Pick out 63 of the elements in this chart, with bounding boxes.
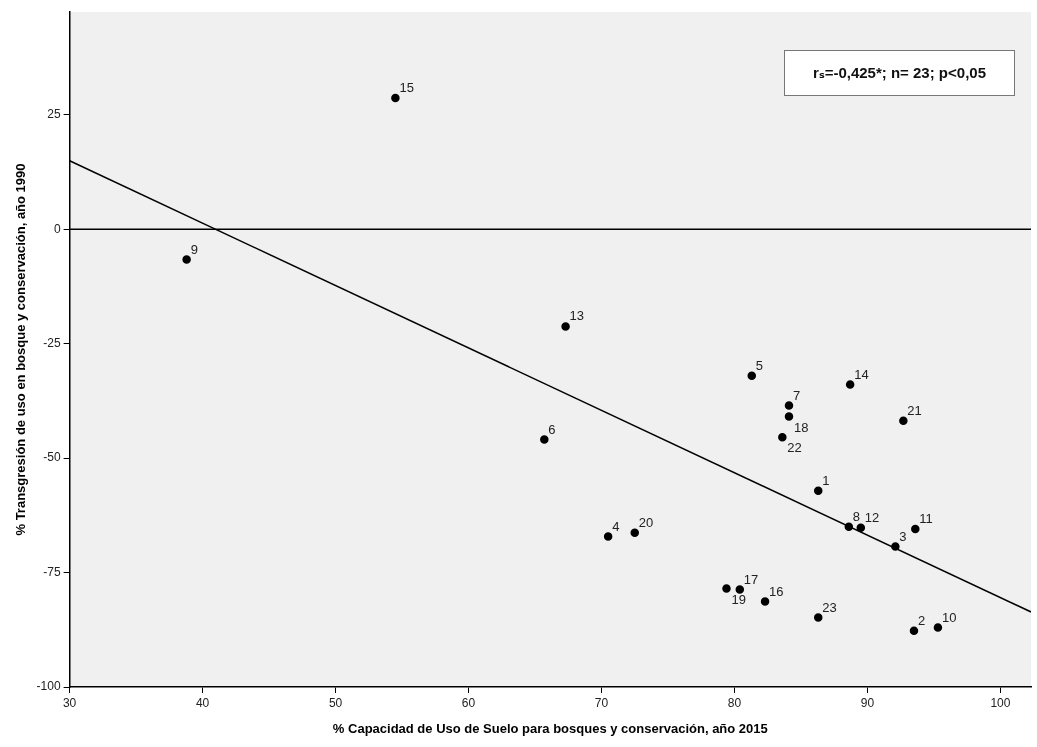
x-tick-label: 100: [990, 695, 1011, 710]
y-tick-label: -25: [43, 336, 61, 351]
point: [784, 412, 794, 421]
point: [933, 623, 943, 632]
point: [845, 380, 855, 389]
point: [735, 585, 745, 594]
annotation: 7: [792, 387, 801, 403]
point: [760, 597, 770, 606]
annotation: 2: [917, 612, 926, 628]
point: [856, 523, 866, 532]
x-tick-label: 60: [461, 695, 476, 710]
point: [630, 528, 639, 538]
annotation: 18: [793, 419, 809, 435]
annotation: 20: [638, 514, 654, 530]
annotation: 23: [822, 599, 837, 615]
annotation: 13: [569, 308, 585, 324]
annotation: 17: [743, 571, 759, 587]
point: [747, 371, 757, 381]
y-axis-title: % Transgresión de uso en bosque y conservación, año 1990: [13, 163, 29, 536]
point: [540, 435, 549, 444]
point: [391, 93, 400, 103]
annotation: 14: [854, 366, 869, 382]
y-tick-label: -50: [43, 450, 61, 465]
annotation: 6: [548, 421, 556, 437]
annotation: 3: [899, 528, 907, 544]
point: [814, 486, 823, 495]
point: [899, 416, 908, 425]
point: [891, 542, 900, 551]
x-tick-label: 50: [328, 695, 343, 710]
x-tick-label: 80: [727, 695, 742, 710]
annotation: 12: [864, 509, 880, 525]
annotation: 19: [731, 591, 746, 607]
y-tick-label: -100: [36, 679, 61, 694]
annotation: 10: [941, 609, 957, 625]
x-axis-title: % Capacidad de Uso de Suelo para bosques y conservación, año 2015: [332, 720, 768, 736]
point: [911, 524, 920, 534]
annotation: 9: [190, 241, 198, 257]
annotation: 16: [769, 583, 784, 599]
point: [603, 532, 613, 541]
annotation: 5: [755, 357, 763, 373]
x-tick-label: 70: [594, 695, 609, 710]
annotation: 11: [919, 511, 933, 527]
y-tick-label: 0: [53, 221, 61, 236]
point: [844, 522, 854, 532]
x-tick-label: 40: [195, 695, 210, 710]
point: [909, 626, 919, 635]
point: [561, 322, 570, 331]
point: [814, 613, 823, 622]
point: [778, 432, 787, 442]
point: [182, 255, 191, 264]
text-box: rₛ=-0,425*; n= 23; p<0,05: [784, 50, 1015, 96]
x-tick-label: 90: [860, 695, 875, 710]
annotation: 21: [907, 402, 922, 418]
x-tick-label: 30: [62, 695, 77, 710]
annotation: 22: [787, 440, 802, 456]
y-tick-label: -75: [43, 564, 61, 579]
point: [784, 401, 794, 410]
annotation: 15: [399, 80, 414, 96]
point: [722, 584, 731, 593]
annotation: 1: [822, 472, 830, 488]
annotation: 4: [612, 518, 620, 534]
y-tick-label: 25: [47, 107, 61, 122]
annotation: 8: [852, 508, 861, 524]
